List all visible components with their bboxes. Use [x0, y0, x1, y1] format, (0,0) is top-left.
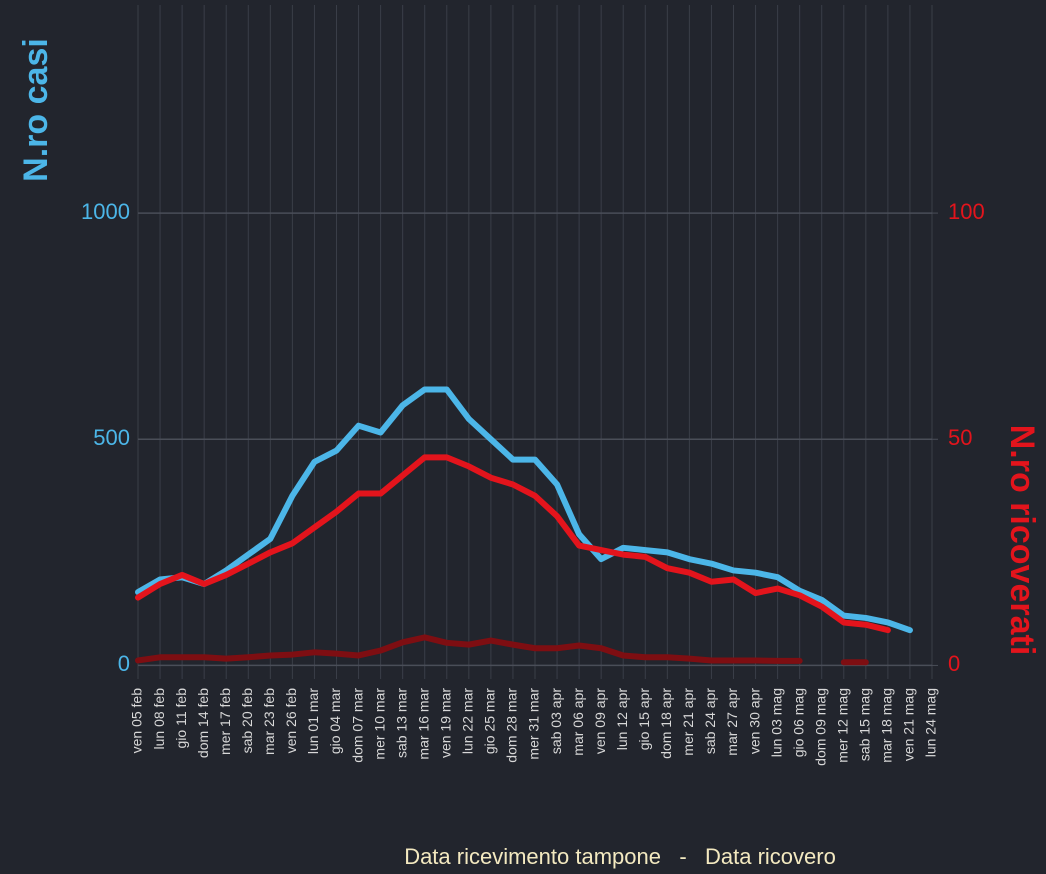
x-tick-label: gio 11 feb [173, 688, 189, 749]
y-axis-label: N.ro casi [17, 38, 55, 182]
series-line [135, 634, 869, 666]
y2-axis-label: N.ro ricoverati [1003, 425, 1041, 656]
x-tick-label: mar 27 apr [724, 688, 740, 756]
x-tick-label: mer 17 feb [217, 688, 233, 755]
x-tick-label: dom 18 apr [658, 688, 674, 759]
x-tick-label: lun 22 mar [460, 688, 476, 754]
x-tick-label: mer 31 mar [526, 688, 542, 760]
x-tick-label: gio 06 mag [790, 688, 806, 757]
x-tick-label: dom 14 feb [195, 688, 211, 758]
x-tick-label: sab 03 apr [548, 688, 564, 754]
x-tick-label: gio 15 apr [636, 688, 652, 751]
x-tick-label: lun 24 mag [923, 688, 939, 757]
x-tick-label: sab 20 feb [239, 688, 255, 754]
y-tick-label: 1000 [81, 199, 130, 224]
x-tick-label: dom 28 mar [504, 688, 520, 763]
x-tick-label: gio 04 mar [327, 688, 343, 754]
y2-tick-label: 0 [948, 651, 960, 676]
x-tick-label: mar 06 apr [570, 688, 586, 756]
x-tick-label: ven 21 mag [901, 688, 917, 761]
x-tick-label: mar 23 feb [261, 688, 277, 755]
x-tick-label: sab 15 mag [857, 688, 873, 761]
x-tick-label: ven 30 apr [746, 688, 762, 754]
y2-tick-label: 100 [948, 199, 985, 224]
x-tick-label: lun 01 mar [305, 688, 321, 754]
y-tick-label: 0 [118, 651, 130, 676]
x-tick-label: ven 19 mar [437, 688, 453, 758]
x-tick-label: sab 24 apr [702, 688, 718, 754]
x-tick-label: lun 08 feb [151, 688, 167, 750]
x-tick-label: mer 10 mar [371, 688, 387, 760]
y2-tick-label: 50 [948, 425, 972, 450]
y-tick-label: 500 [93, 425, 130, 450]
x-tick-label: mer 21 apr [680, 688, 696, 756]
x-tick-label: lun 03 mag [768, 688, 784, 757]
series-line [135, 386, 913, 634]
x-tick-label: lun 12 apr [614, 688, 630, 751]
x-tick-label: sab 13 mar [393, 688, 409, 758]
x-tick-label: ven 26 feb [283, 688, 299, 754]
x-tick-label: dom 09 mag [812, 688, 828, 766]
series-line [135, 454, 891, 634]
x-tick-label: ven 05 feb [129, 688, 145, 754]
x-tick-label: dom 07 mar [349, 688, 365, 763]
x-tick-label: mer 12 mag [834, 688, 850, 763]
x-tick-label: ven 09 apr [592, 688, 608, 754]
x-tick-label: mar 16 mar [415, 688, 431, 760]
x-axis-label: Data ricevimento tampone - Data ricovero [404, 844, 836, 869]
x-tick-label: gio 25 mar [482, 688, 498, 754]
x-tick-label: mar 18 mag [879, 688, 895, 763]
